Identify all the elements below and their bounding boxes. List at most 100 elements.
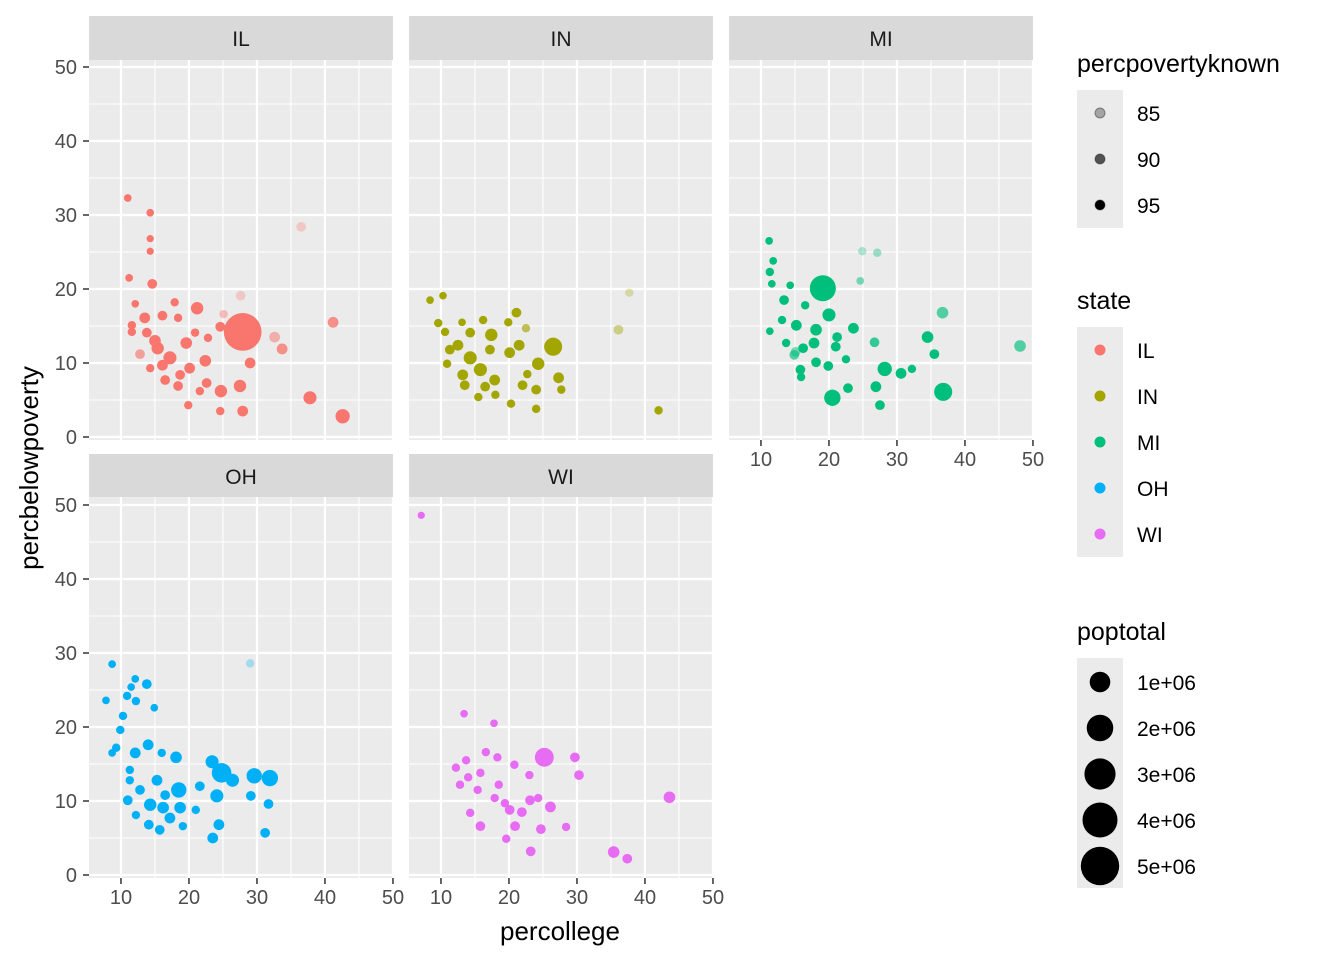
legend-label: 4e+06 [1137, 810, 1196, 833]
y-tick-label: 40 [55, 131, 77, 153]
facet-panel-mi: MI 10 20 30 40 50 [729, 16, 1044, 471]
data-point [146, 208, 155, 217]
y-axis-title: percbelowpoverty [14, 366, 44, 570]
x-tick-label: 20 [498, 887, 520, 909]
data-point [135, 785, 145, 795]
data-point [118, 711, 128, 721]
data-point [123, 194, 132, 202]
data-point [171, 782, 187, 798]
legend-title-state: state [1077, 287, 1131, 315]
legend-alpha-swatch [1094, 199, 1106, 211]
y-tick-label: 10 [55, 791, 77, 813]
data-point [465, 327, 476, 338]
data-point [296, 221, 307, 232]
data-point [500, 799, 510, 808]
data-point [869, 337, 880, 348]
data-point [830, 341, 841, 352]
data-point [246, 768, 262, 784]
facet-panels: IL 0 10 20 30 40 50 IN MI 10 20 30 40 50 OH 0 10 20 30 40 50… [55, 16, 1044, 909]
data-point [261, 769, 279, 787]
data-point [194, 781, 205, 792]
data-point [102, 696, 110, 705]
data-point [465, 808, 475, 818]
data-point [490, 793, 499, 803]
data-point [504, 805, 515, 815]
data-point [327, 316, 339, 328]
data-point [149, 334, 161, 347]
y-tick-label: 30 [55, 205, 77, 227]
data-point [195, 386, 205, 396]
data-point [190, 328, 200, 337]
data-point [215, 321, 226, 332]
data-point [921, 331, 934, 343]
data-point [459, 380, 470, 391]
data-point [440, 327, 450, 337]
facet-panel-in: IN [409, 16, 715, 440]
data-point [174, 801, 186, 814]
legend-label: MI [1137, 432, 1160, 455]
data-point [237, 405, 249, 417]
facet-strip-label: IN [551, 28, 572, 51]
data-point [779, 295, 789, 305]
data-point [139, 312, 151, 324]
data-point [502, 834, 511, 843]
data-point [129, 747, 141, 759]
data-point [223, 313, 262, 351]
data-point [451, 763, 461, 772]
data-point [934, 382, 953, 401]
data-point [444, 344, 455, 355]
data-point [303, 391, 317, 405]
facet-strip [89, 16, 393, 60]
data-point [798, 343, 808, 354]
facet-strip [409, 16, 713, 60]
data-point [790, 319, 802, 331]
data-point [203, 333, 213, 343]
data-point [131, 696, 141, 706]
data-point [452, 339, 464, 351]
data-point [525, 795, 535, 806]
data-point [765, 327, 774, 336]
y-tick-label: 50 [55, 57, 77, 79]
facet-strip-label: WI [548, 466, 574, 489]
facet-strip-label: IL [232, 28, 250, 51]
legend-label: 90 [1137, 149, 1160, 172]
data-point [335, 409, 350, 424]
data-point [146, 247, 154, 255]
data-point [494, 780, 503, 789]
x-tick-label: 10 [750, 449, 772, 471]
data-point [811, 357, 821, 368]
legend-label: IN [1137, 386, 1158, 409]
data-point [822, 308, 836, 322]
data-point [654, 406, 663, 415]
data-point [141, 327, 152, 338]
data-point [832, 332, 842, 342]
x-tick-label: 50 [1022, 449, 1044, 471]
data-point [122, 795, 133, 806]
data-point [929, 349, 940, 359]
data-point [160, 375, 171, 385]
panel-background [89, 60, 393, 440]
data-point [141, 679, 152, 689]
x-tick-label: 20 [818, 449, 840, 471]
y-tick-label: 0 [66, 427, 77, 449]
data-point [474, 392, 483, 402]
data-point [510, 760, 519, 769]
data-point [160, 790, 171, 800]
data-point [154, 824, 165, 835]
data-point [841, 355, 851, 364]
panel-background [729, 60, 1033, 440]
data-point [199, 354, 212, 367]
data-point [478, 315, 488, 325]
data-point [570, 752, 580, 763]
data-point [146, 235, 154, 243]
legend-alpha-swatch [1094, 107, 1106, 119]
data-point [823, 361, 834, 371]
data-point [463, 351, 477, 365]
data-point [457, 369, 469, 381]
facet-strip-label: OH [225, 466, 257, 489]
data-point [216, 406, 225, 416]
data-point [205, 755, 219, 769]
data-point [875, 400, 885, 411]
data-point [219, 309, 228, 319]
data-point [907, 364, 917, 374]
